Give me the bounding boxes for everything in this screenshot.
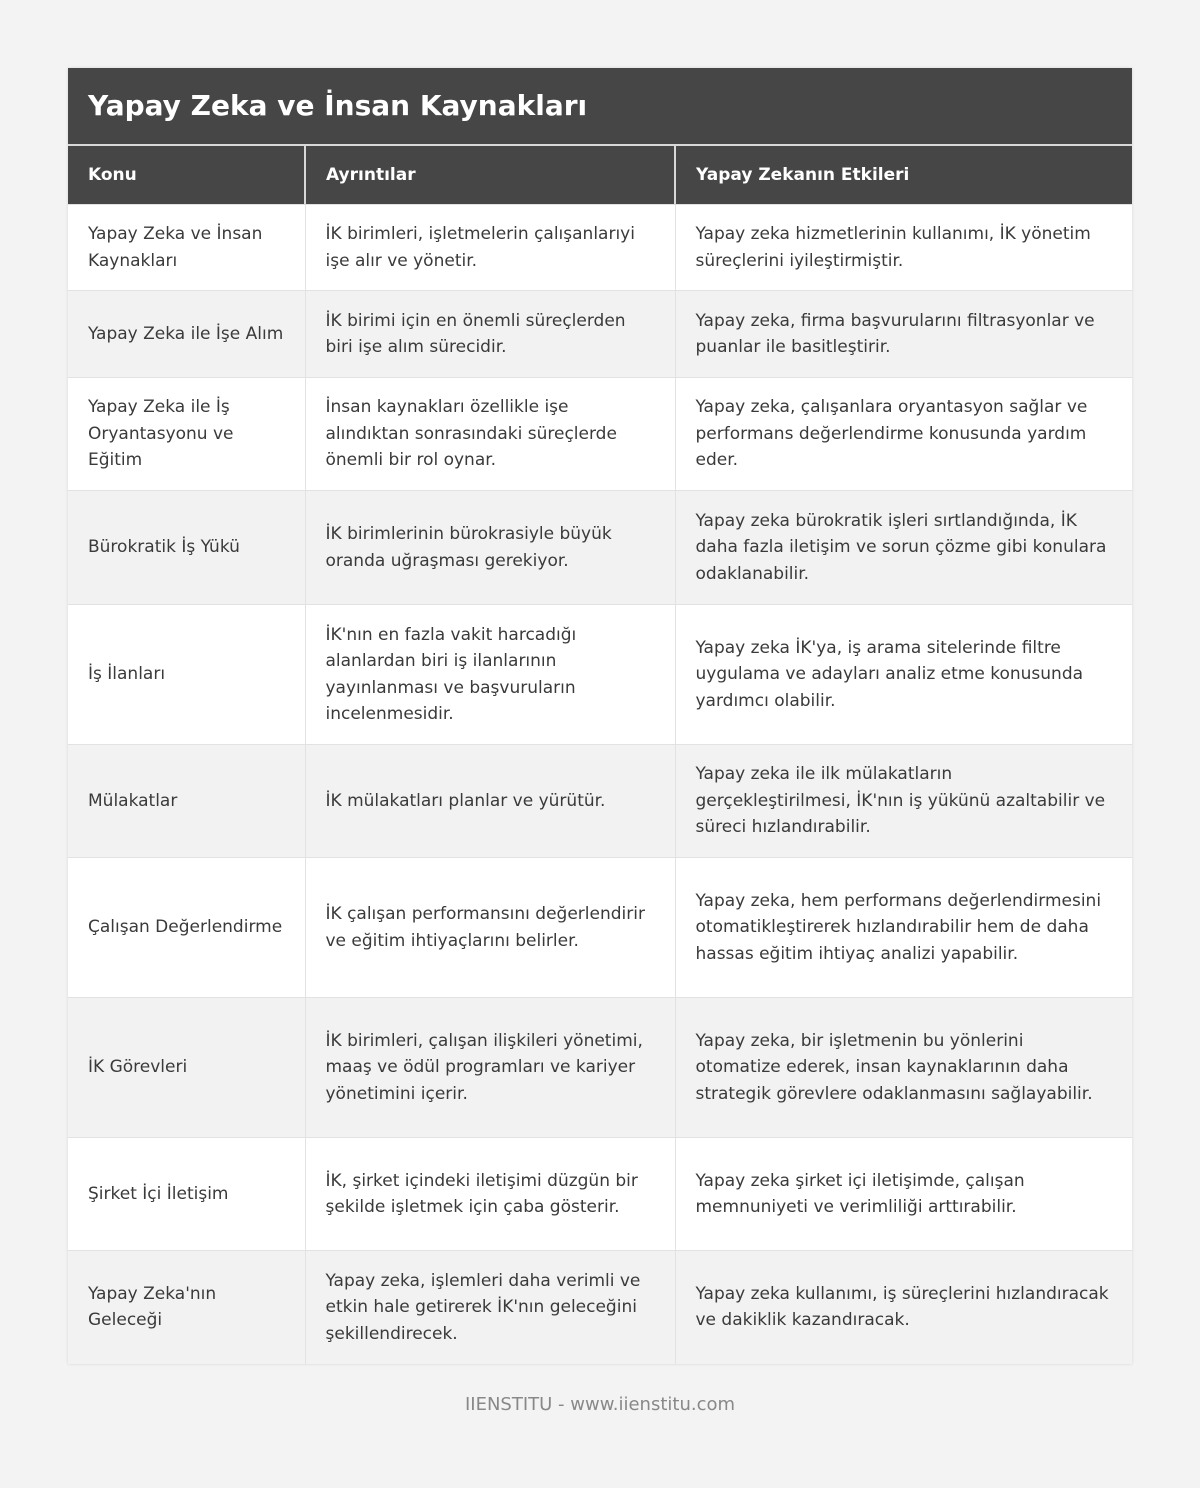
- data-table: Konu Ayrıntılar Yapay Zekanın Etkileri Y…: [68, 146, 1132, 1364]
- table-row: Çalışan Değerlendirme İK çalışan performa…: [68, 857, 1132, 998]
- table-card: Yapay Zeka ve İnsan Kaynakları Konu Ayrı…: [68, 68, 1132, 1364]
- cell-effects: Yapay zeka kullanımı, iş süreçlerini hız…: [675, 1250, 1132, 1364]
- cell-details: İK birimleri, işletmelerin çalışanlarıyi…: [305, 204, 676, 291]
- cell-effects: Yapay zeka, çalışanlara oryantasyon sağl…: [675, 377, 1132, 491]
- table-row: Yapay Zeka ve İnsan Kaynakları İK birimle…: [68, 204, 1132, 291]
- table-row: Yapay Zeka'nın Geleceği Yapay zeka, işlem…: [68, 1250, 1132, 1364]
- column-header-etkiler: Yapay Zekanın Etkileri: [675, 146, 1132, 205]
- table-row: Mülakatlar İK mülakatları planlar ve yürü…: [68, 744, 1132, 858]
- table-row: Şirket İçi İletişim İK, şirket içindeki i…: [68, 1137, 1132, 1251]
- header-row: Konu Ayrıntılar Yapay Zekanın Etkileri: [68, 146, 1132, 205]
- cell-topic: Çalışan Değerlendirme: [68, 857, 306, 998]
- cell-details: İK birimleri, çalışan ilişkileri yönetim…: [305, 997, 676, 1138]
- cell-details: İK birimi için en önemli süreçlerden bir…: [305, 290, 676, 378]
- column-header-ayrintilar: Ayrıntılar: [305, 146, 676, 205]
- cell-details: İK mülakatları planlar ve yürütür.: [305, 744, 676, 858]
- cell-details: İK, şirket içindeki iletişimi düzgün bir…: [305, 1137, 676, 1251]
- table-row: Yapay Zeka ile İşe Alım İK birimi için en…: [68, 290, 1132, 378]
- cell-effects: Yapay zeka İK'ya, iş arama sitelerinde f…: [675, 604, 1132, 745]
- cell-topic: Yapay Zeka ve İnsan Kaynakları: [68, 204, 306, 291]
- cell-topic: Bürokratik İş Yükü: [68, 490, 306, 605]
- table-row: İK Görevleri İK birimleri, çalışan ilişki…: [68, 997, 1132, 1138]
- table-title: Yapay Zeka ve İnsan Kaynakları: [68, 68, 1132, 146]
- column-header-konu: Konu: [68, 146, 306, 205]
- cell-details: Yapay zeka, işlemleri daha verimli ve et…: [305, 1250, 676, 1364]
- table-row: İş İlanları İK'nın en fazla vakit harcadı…: [68, 604, 1132, 745]
- cell-effects: Yapay zeka, hem performans değerlendirme…: [675, 857, 1132, 998]
- cell-effects: Yapay zeka ile ilk mülakatların gerçekle…: [675, 744, 1132, 858]
- cell-topic: İş İlanları: [68, 604, 306, 745]
- cell-effects: Yapay zeka şirket içi iletişimde, çalışa…: [675, 1137, 1132, 1251]
- cell-effects: Yapay zeka hizmetlerinin kullanımı, İK y…: [675, 204, 1132, 291]
- cell-details: İK birimlerinin bürokrasiyle büyük orand…: [305, 490, 676, 605]
- table-row: Yapay Zeka ile İş Oryantasyonu ve Eğitim…: [68, 377, 1132, 491]
- cell-effects: Yapay zeka, bir işletmenin bu yönlerini …: [675, 997, 1132, 1138]
- cell-details: İK'nın en fazla vakit harcadığı alanlard…: [305, 604, 676, 745]
- footer-credit: IIENSTITU - www.iienstitu.com: [464, 1394, 736, 1415]
- cell-details: İK çalışan performansını değerlendirir v…: [305, 857, 676, 998]
- cell-topic: İK Görevleri: [68, 997, 306, 1138]
- cell-details: İnsan kaynakları özellikle işe alındıkta…: [305, 377, 676, 491]
- cell-topic: Yapay Zeka ile İş Oryantasyonu ve Eğitim: [68, 377, 306, 491]
- cell-topic: Yapay Zeka'nın Geleceği: [68, 1250, 306, 1364]
- cell-topic: Mülakatlar: [68, 744, 306, 858]
- cell-effects: Yapay zeka bürokratik işleri sırtlandığı…: [675, 490, 1132, 605]
- cell-topic: Şirket İçi İletişim: [68, 1137, 306, 1251]
- cell-effects: Yapay zeka, firma başvurularını filtrasy…: [675, 290, 1132, 378]
- cell-topic: Yapay Zeka ile İşe Alım: [68, 290, 306, 378]
- table-row: Bürokratik İş Yükü İK birimlerinin bürokr…: [68, 490, 1132, 605]
